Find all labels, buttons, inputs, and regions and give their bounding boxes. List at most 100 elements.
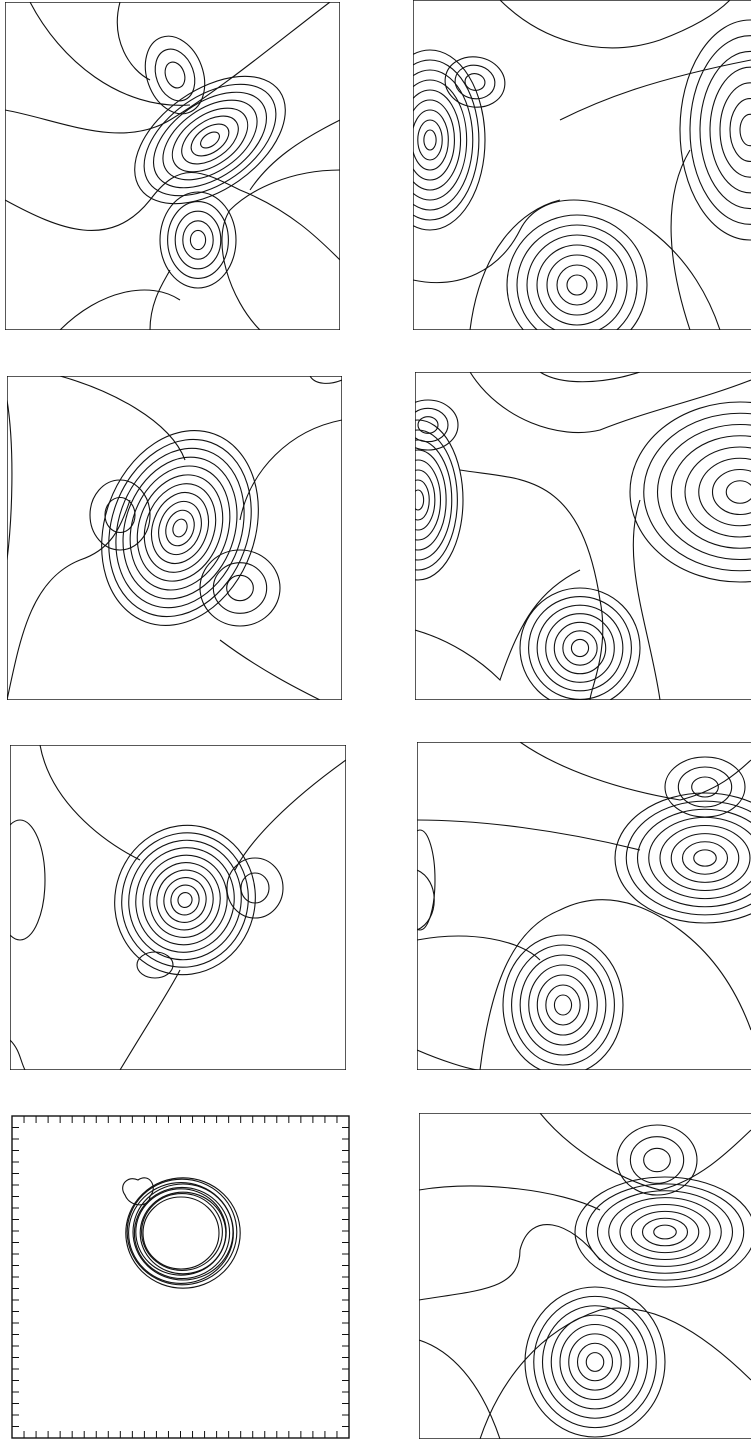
contour (59, 289, 181, 330)
contour (568, 1333, 622, 1391)
contour (29, 2, 191, 106)
contour (172, 518, 188, 538)
contour (163, 877, 207, 923)
contour (536, 244, 618, 326)
contour (226, 574, 254, 602)
contour (7, 399, 13, 561)
contour (189, 229, 207, 251)
contour (459, 469, 604, 700)
contour (648, 816, 751, 900)
contour (614, 792, 751, 924)
contour (444, 56, 506, 108)
contour (423, 129, 437, 151)
contour (464, 73, 486, 91)
contour (684, 446, 751, 538)
contour (539, 372, 641, 383)
contour (729, 98, 751, 162)
contour (162, 99, 258, 181)
contour (200, 131, 220, 149)
contour (234, 759, 346, 871)
contour (139, 1191, 227, 1275)
contour (141, 1193, 223, 1271)
contour (413, 89, 462, 191)
contour (39, 745, 141, 861)
contour (415, 479, 430, 521)
contour (134, 75, 286, 205)
contour (559, 59, 751, 121)
contour (190, 123, 230, 157)
contour (104, 496, 136, 534)
panel (415, 372, 751, 700)
contour (239, 419, 342, 521)
contour (181, 115, 239, 165)
contour (670, 435, 751, 549)
contour (115, 447, 245, 609)
contour (143, 483, 217, 573)
contour (519, 587, 641, 700)
contour (415, 569, 581, 682)
contour (174, 210, 222, 270)
contour (89, 479, 151, 551)
contour (10, 819, 46, 941)
contour (585, 1183, 745, 1281)
contour (177, 891, 193, 909)
contour (5, 2, 331, 134)
contour (129, 465, 231, 591)
contour (698, 457, 751, 527)
contour (417, 119, 443, 161)
contour (566, 274, 588, 296)
panel (413, 0, 751, 330)
contour (524, 1286, 666, 1438)
contour (126, 1178, 238, 1286)
contour (10, 1039, 26, 1070)
contour (154, 48, 196, 102)
contour (469, 199, 561, 330)
panel (419, 1113, 751, 1439)
contour (170, 884, 200, 916)
contour (643, 412, 751, 572)
contour (199, 549, 281, 627)
contour (240, 872, 270, 904)
contour (511, 944, 615, 1066)
contour (419, 1185, 601, 1211)
contour (413, 49, 486, 231)
contour (415, 407, 449, 443)
contour (144, 35, 206, 115)
contour (59, 376, 186, 461)
contour (553, 994, 573, 1016)
contour (664, 756, 746, 818)
contour (616, 1124, 698, 1196)
contour (413, 79, 468, 201)
contour (122, 1177, 154, 1206)
panel (7, 376, 342, 700)
contour (502, 934, 624, 1070)
contour (546, 254, 608, 316)
contour (5, 172, 340, 261)
contour (132, 1183, 234, 1281)
contour (226, 857, 284, 919)
contour (636, 808, 751, 908)
contour (679, 19, 751, 241)
contour (417, 819, 641, 851)
contour (219, 639, 321, 700)
contour (167, 201, 229, 279)
contour (670, 833, 740, 883)
contour (413, 59, 480, 221)
contour (136, 951, 174, 979)
contour (691, 776, 719, 798)
contour (570, 638, 590, 658)
panel-frame (417, 742, 751, 1070)
contour (164, 61, 186, 89)
contour (526, 234, 628, 330)
contour (541, 1305, 649, 1419)
contour (629, 401, 751, 583)
contour (574, 1176, 751, 1288)
contour (699, 50, 751, 210)
contour (417, 935, 541, 961)
contour (415, 459, 442, 541)
contour (116, 2, 151, 81)
contour (143, 83, 277, 197)
panel (417, 742, 751, 1070)
